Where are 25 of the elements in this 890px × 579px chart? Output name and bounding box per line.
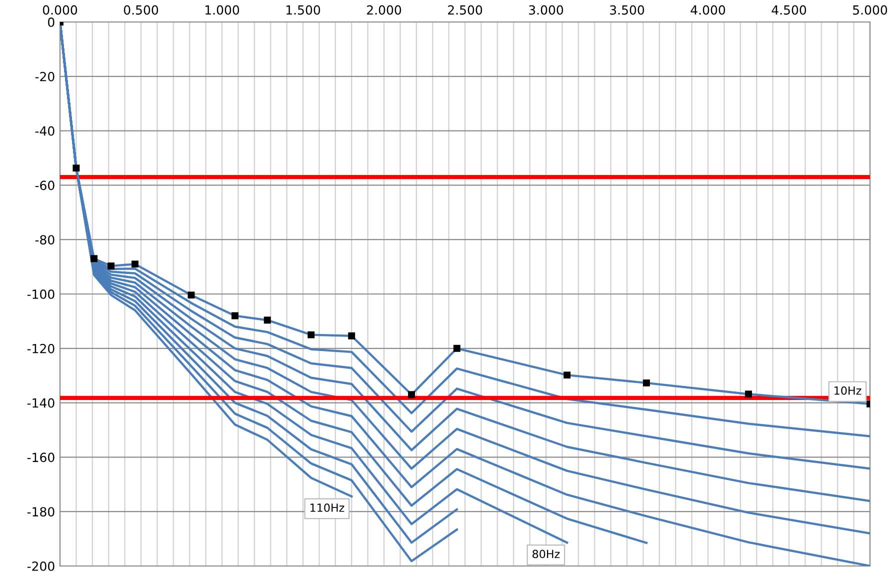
x-tick-label: 1.000	[205, 5, 240, 15]
series-label: 10Hz	[834, 386, 862, 395]
x-tick-label: 2.000	[367, 5, 402, 15]
series-label: 80Hz	[532, 550, 560, 558]
x-tick-label: 3.000	[529, 5, 564, 15]
y-tick-label: -20	[35, 72, 54, 82]
series-label: 110Hz	[310, 504, 344, 512]
x-tick-label: 5.000	[853, 5, 888, 15]
y-tick-label: -100	[27, 289, 54, 299]
x-tick-label: 4.000	[690, 5, 726, 15]
y-tick-label: -180	[27, 507, 54, 517]
x-tick-label: 4.500	[772, 5, 806, 15]
x-tick-label: 2.500	[448, 5, 482, 15]
y-tick-label: 0	[48, 17, 54, 27]
y-tick-label: -120	[27, 344, 54, 354]
x-tick-label: 0.500	[124, 5, 158, 15]
y-tick-label: -60	[35, 180, 54, 190]
x-tick-label: 3.500	[610, 5, 644, 15]
x-tick-label: 1.500	[286, 5, 320, 15]
x-tick-label: 0.000	[42, 5, 78, 15]
y-tick-label: -200	[27, 561, 54, 571]
y-tick-label: -80	[35, 235, 54, 245]
y-tick-label: -40	[35, 126, 54, 136]
y-tick-label: -140	[27, 398, 54, 408]
y-tick-label: -160	[27, 452, 54, 462]
